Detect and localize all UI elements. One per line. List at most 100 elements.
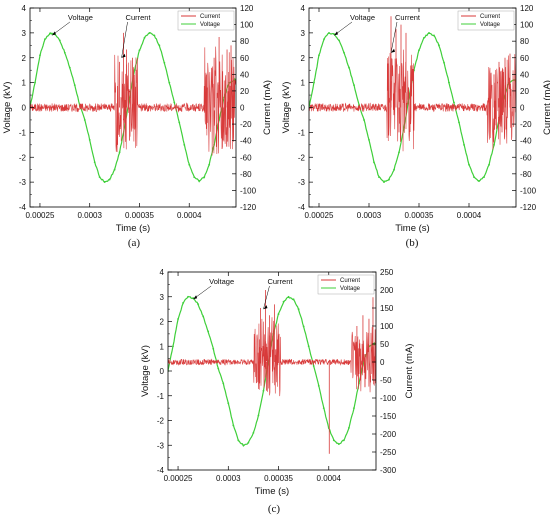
voltage-data-point bbox=[287, 295, 290, 298]
x-tick-label: 0.00035 bbox=[125, 211, 154, 220]
voltage-data-point bbox=[368, 138, 370, 141]
voltage-data-point bbox=[113, 168, 116, 171]
y-left-tick-label: 2 bbox=[22, 54, 27, 63]
current-series-line bbox=[168, 317, 376, 397]
x-tick-label: 0.0003 bbox=[216, 474, 241, 483]
annotation-voltage: Voltage bbox=[209, 277, 234, 286]
voltage-data-point bbox=[468, 163, 470, 166]
y-left-tick-label: 4 bbox=[22, 4, 27, 13]
current-series-line bbox=[309, 49, 516, 152]
voltage-data-point bbox=[352, 407, 355, 410]
y-right-tick-label: -80 bbox=[520, 170, 532, 179]
voltage-data-point bbox=[463, 143, 465, 146]
voltage-data-point bbox=[428, 31, 430, 34]
y-right-tick-label: -250 bbox=[380, 448, 397, 457]
y-right-tick-label: -300 bbox=[380, 466, 397, 475]
x-tick-label: 0.00025 bbox=[25, 211, 54, 220]
voltage-data-point bbox=[262, 389, 265, 392]
voltage-data-point bbox=[342, 439, 345, 442]
voltage-data-point bbox=[232, 424, 235, 427]
voltage-data-point bbox=[207, 330, 210, 333]
y-left-tick-label: -2 bbox=[157, 417, 165, 426]
voltage-data-point bbox=[322, 407, 325, 410]
voltage-data-point bbox=[292, 298, 295, 301]
voltage-data-point bbox=[398, 151, 400, 154]
x-axis-label: Time (s) bbox=[116, 223, 150, 234]
voltage-data-point bbox=[188, 163, 191, 166]
y-right-tick-label: 120 bbox=[520, 4, 534, 13]
voltage-data-point bbox=[418, 49, 420, 52]
voltage-data-point bbox=[158, 44, 161, 47]
y-left-tick-label: 1 bbox=[301, 79, 306, 88]
voltage-data-point bbox=[277, 313, 280, 315]
current-series-line bbox=[30, 46, 236, 156]
y-right-tick-label: 120 bbox=[240, 4, 254, 13]
voltage-data-point bbox=[193, 176, 196, 179]
voltage-data-point bbox=[153, 34, 156, 37]
y-right-tick-label: -200 bbox=[380, 430, 397, 439]
y-left-tick-label: 0 bbox=[22, 104, 27, 113]
y-right-tick-label: 60 bbox=[520, 54, 529, 63]
voltage-data-point bbox=[58, 39, 61, 42]
voltage-data-point bbox=[347, 427, 350, 429]
voltage-data-point bbox=[493, 143, 495, 146]
voltage-data-point bbox=[393, 168, 395, 171]
voltage-data-point bbox=[443, 61, 445, 64]
chart-panel-a: -4 -3 -2 -1 0 1 2 3 4 -120 -100 -80 -60 -40 -20 0 20 40 60… bbox=[2, 4, 273, 249]
y-right-tick-label: -50 bbox=[380, 376, 392, 385]
voltage-data-point bbox=[363, 119, 365, 121]
legend-entry-current: Current bbox=[480, 14, 500, 20]
legend-entry-voltage: Voltage bbox=[200, 22, 221, 28]
y-right-tick-label: 80 bbox=[240, 37, 249, 46]
y-right-tick-label: 40 bbox=[240, 70, 249, 79]
y-left-tick-label: 3 bbox=[22, 29, 27, 38]
voltage-data-point bbox=[103, 181, 106, 184]
y-right-axis-label: Current (mA) bbox=[262, 80, 273, 135]
voltage-data-point bbox=[208, 163, 211, 166]
voltage-data-point bbox=[317, 384, 320, 387]
x-tick-label: 0.0003 bbox=[77, 211, 102, 220]
annotation-arrowhead bbox=[51, 31, 56, 36]
voltage-data-point bbox=[203, 176, 206, 179]
voltage-data-point bbox=[227, 402, 230, 405]
y-right-tick-label: -100 bbox=[380, 394, 397, 403]
y-left-tick-label: -3 bbox=[298, 178, 306, 187]
voltage-data-point bbox=[423, 36, 425, 39]
voltage-data-point bbox=[108, 178, 111, 181]
voltage-data-point bbox=[133, 69, 136, 72]
y-right-tick-label: -40 bbox=[240, 137, 252, 146]
voltage-data-point bbox=[297, 308, 300, 311]
y-left-tick-label: -3 bbox=[19, 178, 27, 187]
annotation-voltage: Voltage bbox=[350, 13, 375, 22]
y-right-tick-label: 0 bbox=[380, 358, 385, 367]
y-left-tick-label: -4 bbox=[19, 203, 27, 212]
voltage-data-point bbox=[328, 31, 330, 34]
y-left-tick-label: 0 bbox=[301, 104, 306, 113]
voltage-data-point bbox=[252, 431, 255, 434]
y-right-tick-label: 60 bbox=[240, 54, 249, 63]
voltage-data-point bbox=[197, 303, 200, 306]
voltage-data-point bbox=[202, 315, 205, 318]
y-right-tick-label: 100 bbox=[380, 322, 394, 331]
voltage-data-point bbox=[182, 302, 184, 304]
annotation-arrow bbox=[263, 285, 270, 310]
voltage-data-point bbox=[88, 138, 91, 141]
voltage-data-point bbox=[222, 382, 225, 385]
voltage-data-point bbox=[302, 325, 305, 328]
voltage-data-point bbox=[187, 295, 189, 298]
voltage-data-point bbox=[93, 161, 96, 164]
y-left-axis-label: Voltage (kV) bbox=[281, 82, 292, 134]
annotation-current: Current bbox=[126, 13, 152, 22]
y-right-tick-label: -100 bbox=[240, 186, 257, 195]
voltage-data-point bbox=[247, 441, 250, 444]
voltage-data-point bbox=[73, 84, 76, 87]
y-left-tick-label: -3 bbox=[157, 441, 165, 450]
legend-entry-voltage: Voltage bbox=[340, 286, 361, 292]
x-tick-label: 0.0004 bbox=[177, 211, 202, 220]
voltage-data-point bbox=[483, 176, 485, 179]
voltage-data-point bbox=[337, 443, 340, 445]
panel-caption-c: (c) bbox=[268, 503, 281, 515]
y-right-tick-label: -100 bbox=[520, 186, 537, 195]
y-right-tick-label: 100 bbox=[520, 21, 534, 30]
y-right-tick-label: 250 bbox=[380, 268, 394, 277]
